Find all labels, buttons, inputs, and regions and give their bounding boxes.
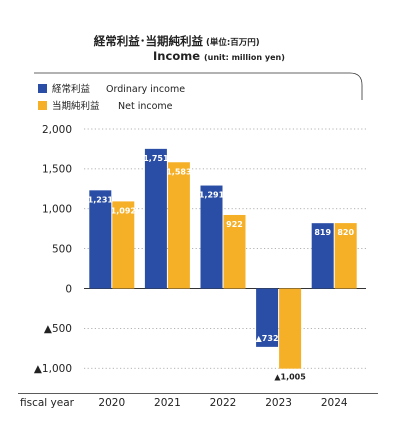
y-tick-label: 1,000 (42, 204, 72, 216)
bar-ordinary-2024 (311, 223, 334, 289)
bar-ordinary-2022 (200, 185, 223, 289)
y-axis-ticks: 2,000 1,500 1,000 500 0 ▲500 ▲1,000 (34, 124, 72, 375)
y-tick-label: 2,000 (42, 124, 72, 136)
y-tick-label: 0 (65, 283, 72, 295)
chart-title-unit-jp: (単位:百万円) (206, 37, 260, 48)
bar-value-label: 1,751 (143, 154, 169, 163)
x-axis-ticks: 2020 2021 2022 2023 2024 (98, 397, 347, 409)
bar-net-2023 (279, 288, 302, 369)
x-tick-label: 2024 (321, 397, 348, 409)
legend-swatch-net-income (38, 101, 47, 110)
chart-title-jp: 経常利益･当期純利益 (94, 34, 204, 48)
bar-value-label: 819 (314, 228, 331, 237)
bar-value-label: 820 (337, 228, 354, 237)
x-tick-label: 2020 (98, 397, 125, 409)
chart-title: 経常利益･当期純利益 (単位:百万円) Income (unit: millio… (94, 34, 285, 63)
legend-swatch-ordinary-income (38, 84, 47, 93)
bar-value-label: 1,092 (111, 206, 136, 215)
y-tick-label: ▲1,000 (34, 363, 72, 375)
bar-net-2022 (223, 214, 246, 289)
legend-label-net-income-jp: 当期純利益 (52, 100, 100, 112)
y-tick-label: 1,500 (42, 164, 72, 176)
bars (89, 148, 357, 369)
x-axis-label: fiscal year (20, 397, 75, 409)
frame-curve (34, 72, 363, 100)
bar-value-label: 1,583 (166, 167, 191, 176)
bar-value-label: ▲1,005 (274, 373, 306, 382)
x-tick-label: 2021 (154, 397, 181, 409)
bar-value-label: ▲732 (256, 334, 279, 343)
x-tick-label: 2023 (265, 397, 292, 409)
bar-net-2021 (167, 162, 190, 289)
y-tick-label: 500 (52, 243, 72, 255)
x-tick-label: 2022 (210, 397, 237, 409)
legend-label-net-income: Net income (118, 101, 173, 112)
bar-net-2020 (112, 201, 135, 289)
bar-value-label: 1,291 (199, 191, 225, 200)
bar-labels: 1,231 1,092 1,751 1,583 1,291 922 ▲732 ▲1,005 81… (88, 154, 355, 382)
bar-value-label: 922 (226, 220, 243, 229)
bar-ordinary-2023 (256, 288, 279, 347)
legend: 経常利益 Ordinary income 当期純利益 Net income (38, 83, 185, 112)
legend-label-ordinary-income-jp: 経常利益 (52, 83, 91, 95)
chart-title-unit-en: (unit: million yen) (204, 53, 285, 62)
bar-net-2024 (334, 223, 357, 289)
bar-ordinary-2020 (89, 190, 112, 289)
chart-title-en: Income (153, 49, 200, 63)
bar-value-label: 1,231 (88, 195, 114, 204)
bottom-axis-line (18, 393, 378, 394)
legend-label-ordinary-income: Ordinary income (106, 84, 185, 95)
bar-ordinary-2021 (144, 148, 167, 289)
y-tick-label: ▲500 (44, 323, 72, 335)
